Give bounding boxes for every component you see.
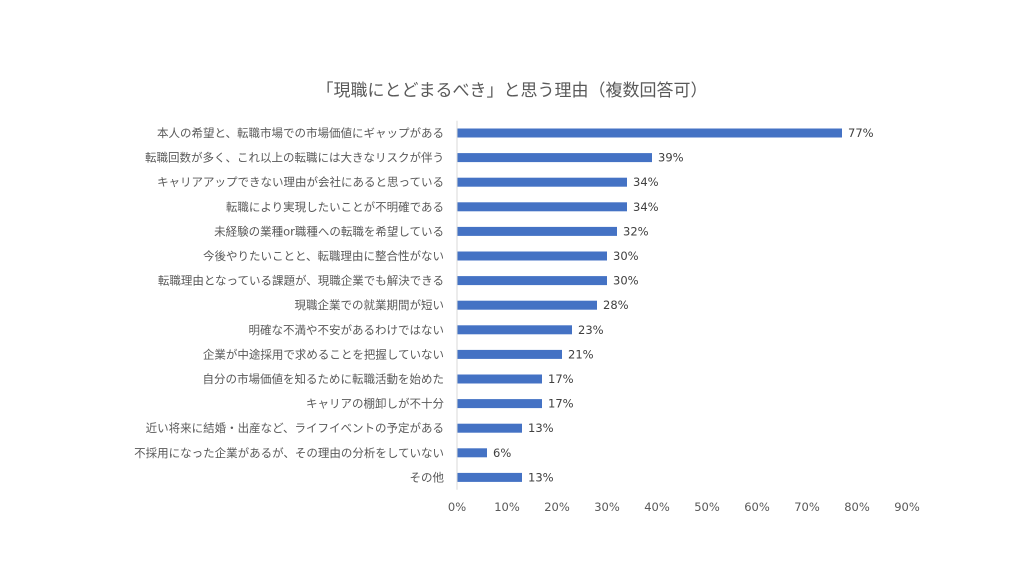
bar	[457, 202, 627, 212]
x-tick-label: 40%	[644, 500, 670, 514]
category-label: 現職企業での就業期間が短い	[295, 298, 445, 312]
x-tick-label: 50%	[694, 500, 720, 514]
category-label: 転職回数が多く、これ以上の転職には大きなリスクが伴う	[145, 151, 444, 165]
category-labels: 本人の希望と、転職市場での市場価値にギャップがある転職回数が多く、これ以上の転職…	[134, 126, 444, 484]
bar	[457, 399, 542, 409]
bar	[457, 423, 522, 433]
bar	[457, 300, 597, 310]
bar	[457, 349, 562, 359]
category-label: 企業が中途採用で求めることを把握していない	[203, 347, 444, 361]
value-label: 30%	[613, 274, 639, 288]
value-label: 17%	[548, 397, 574, 411]
value-label: 6%	[493, 446, 511, 460]
category-label: 不採用になった企業があるが、その理由の分析をしていない	[134, 446, 444, 460]
value-label: 32%	[623, 224, 649, 238]
category-label: 今後やりたいことと、転職理由に整合性がない	[203, 249, 444, 263]
bar	[457, 276, 607, 286]
value-label: 17%	[548, 372, 574, 386]
bar	[457, 251, 607, 261]
chart-title: 「現職にとどまるべき」と思う理由（複数回答可）	[317, 81, 708, 101]
category-label: 転職理由となっている課題が、現職企業でも解決できる	[158, 274, 444, 288]
bar	[457, 374, 542, 384]
bar	[457, 153, 652, 163]
category-label: キャリアアップできない理由が会社にあると思っている	[157, 175, 444, 189]
value-label: 28%	[603, 298, 629, 312]
x-tick-label: 80%	[844, 500, 870, 514]
bars-group	[457, 128, 842, 482]
value-label: 34%	[633, 200, 659, 214]
x-tick-label: 10%	[494, 500, 520, 514]
value-label: 77%	[848, 126, 874, 140]
category-label: 転職により実現したいことが不明確である	[226, 200, 444, 214]
bar	[457, 177, 627, 187]
x-tick-label: 60%	[744, 500, 770, 514]
value-label: 30%	[613, 249, 639, 263]
x-tick-label: 90%	[894, 500, 920, 514]
bar	[457, 226, 617, 236]
category-label: 近い将来に結婚・出産など、ライフイベントの予定がある	[146, 421, 444, 435]
category-label: その他	[410, 470, 445, 484]
x-tick-label: 70%	[794, 500, 820, 514]
value-label: 34%	[633, 175, 659, 189]
x-tick-label: 30%	[594, 500, 620, 514]
bar	[457, 448, 487, 458]
x-tick-label: 0%	[448, 500, 466, 514]
category-label: 明確な不満や不安があるわけではない	[249, 323, 445, 337]
bar	[457, 325, 572, 335]
value-label: 21%	[568, 347, 594, 361]
category-label: 本人の希望と、転職市場での市場価値にギャップがある	[157, 126, 444, 140]
value-label: 13%	[528, 421, 554, 435]
bar	[457, 472, 522, 482]
value-labels: 77% 39% 34% 34% 32% 30% 30% 28% 23% 21% 17% 17% 13% 6…	[493, 126, 874, 484]
value-label: 23%	[578, 323, 604, 337]
category-label: 自分の市場価値を知るために転職活動を始めた	[203, 372, 445, 386]
value-label: 39%	[658, 151, 684, 165]
bar	[457, 128, 842, 138]
category-label: 未経験の業種or職種への転職を希望している	[214, 224, 444, 238]
category-label: キャリアの棚卸しが不十分	[306, 397, 444, 411]
value-label: 13%	[528, 470, 554, 484]
x-tick-label: 20%	[544, 500, 570, 514]
x-axis-tick-labels: 0% 10% 20% 30% 40% 50% 60% 70% 80% 90%	[448, 500, 920, 514]
